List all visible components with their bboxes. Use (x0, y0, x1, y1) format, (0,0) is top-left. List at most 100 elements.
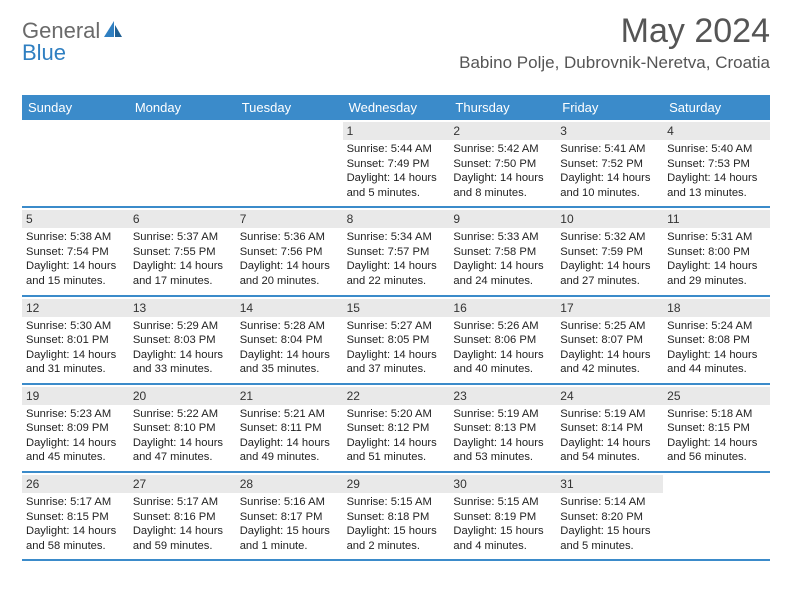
day-day2: and 49 minutes. (240, 450, 339, 465)
day-cell: 2Sunrise: 5:42 AMSunset: 7:50 PMDaylight… (449, 120, 556, 206)
day-day1: Daylight: 14 hours (347, 171, 446, 186)
day-sunrise: Sunrise: 5:22 AM (133, 407, 232, 422)
day-day2: and 42 minutes. (560, 362, 659, 377)
day-sunset: Sunset: 8:19 PM (453, 510, 552, 525)
day-sunrise: Sunrise: 5:36 AM (240, 230, 339, 245)
day-number: 26 (22, 475, 129, 493)
day-sunrise: Sunrise: 5:37 AM (133, 230, 232, 245)
day-number: 12 (22, 299, 129, 317)
day-day1: Daylight: 14 hours (560, 348, 659, 363)
day-day1: Daylight: 14 hours (667, 348, 766, 363)
day-sunset: Sunset: 8:18 PM (347, 510, 446, 525)
day-number: 28 (236, 475, 343, 493)
day-number: 13 (129, 299, 236, 317)
day-day1: Daylight: 14 hours (240, 259, 339, 274)
day-sunset: Sunset: 8:20 PM (560, 510, 659, 525)
day-number: 11 (663, 210, 770, 228)
day-sunset: Sunset: 8:07 PM (560, 333, 659, 348)
day-number: 16 (449, 299, 556, 317)
day-day2: and 53 minutes. (453, 450, 552, 465)
day-sunrise: Sunrise: 5:41 AM (560, 142, 659, 157)
day-sunset: Sunset: 7:59 PM (560, 245, 659, 260)
day-sunrise: Sunrise: 5:19 AM (560, 407, 659, 422)
weekday-header: Saturday (663, 95, 770, 120)
day-number: 18 (663, 299, 770, 317)
calendar: SundayMondayTuesdayWednesdayThursdayFrid… (22, 95, 770, 561)
day-day2: and 13 minutes. (667, 186, 766, 201)
day-sunrise: Sunrise: 5:24 AM (667, 319, 766, 334)
day-cell: 10Sunrise: 5:32 AMSunset: 7:59 PMDayligh… (556, 208, 663, 294)
day-sunrise: Sunrise: 5:21 AM (240, 407, 339, 422)
day-cell (22, 120, 129, 206)
day-sunset: Sunset: 7:54 PM (26, 245, 125, 260)
day-day2: and 5 minutes. (347, 186, 446, 201)
day-sunrise: Sunrise: 5:32 AM (560, 230, 659, 245)
day-number: 29 (343, 475, 450, 493)
day-sunset: Sunset: 8:15 PM (26, 510, 125, 525)
day-sunset: Sunset: 8:15 PM (667, 421, 766, 436)
day-cell: 12Sunrise: 5:30 AMSunset: 8:01 PMDayligh… (22, 297, 129, 383)
day-day2: and 40 minutes. (453, 362, 552, 377)
day-day2: and 8 minutes. (453, 186, 552, 201)
day-day1: Daylight: 14 hours (347, 348, 446, 363)
day-cell: 19Sunrise: 5:23 AMSunset: 8:09 PMDayligh… (22, 385, 129, 471)
day-day1: Daylight: 14 hours (453, 348, 552, 363)
day-sunrise: Sunrise: 5:34 AM (347, 230, 446, 245)
day-number: 22 (343, 387, 450, 405)
day-day1: Daylight: 14 hours (347, 436, 446, 451)
day-day2: and 17 minutes. (133, 274, 232, 289)
day-day1: Daylight: 14 hours (560, 436, 659, 451)
day-cell: 30Sunrise: 5:15 AMSunset: 8:19 PMDayligh… (449, 473, 556, 559)
day-number: 3 (556, 122, 663, 140)
day-day1: Daylight: 14 hours (453, 171, 552, 186)
day-cell: 9Sunrise: 5:33 AMSunset: 7:58 PMDaylight… (449, 208, 556, 294)
day-sunset: Sunset: 8:10 PM (133, 421, 232, 436)
day-day1: Daylight: 14 hours (26, 524, 125, 539)
day-cell: 22 Sunrise: 5:20 AMSunset: 8:12 PMDayligh… (343, 385, 450, 471)
day-cell: 8Sunrise: 5:34 AMSunset: 7:57 PMDaylight… (343, 208, 450, 294)
day-number: 27 (129, 475, 236, 493)
day-sunrise: Sunrise: 5:17 AM (26, 495, 125, 510)
day-sunset: Sunset: 8:12 PM (347, 421, 446, 436)
day-sunrise: Sunrise: 5:31 AM (667, 230, 766, 245)
day-sunset: Sunset: 8:06 PM (453, 333, 552, 348)
weeks-container: 1Sunrise: 5:44 AMSunset: 7:49 PMDaylight… (22, 120, 770, 561)
day-sunset: Sunset: 8:16 PM (133, 510, 232, 525)
weekday-header: Friday (556, 95, 663, 120)
day-number: 14 (236, 299, 343, 317)
day-sunset: Sunset: 8:09 PM (26, 421, 125, 436)
day-sunrise: Sunrise: 5:40 AM (667, 142, 766, 157)
day-number: 30 (449, 475, 556, 493)
day-cell: 23Sunrise: 5:19 AMSunset: 8:13 PMDayligh… (449, 385, 556, 471)
day-day1: Daylight: 14 hours (347, 259, 446, 274)
day-number: 7 (236, 210, 343, 228)
day-day2: and 33 minutes. (133, 362, 232, 377)
day-day2: and 15 minutes. (26, 274, 125, 289)
day-number: 6 (129, 210, 236, 228)
day-day1: Daylight: 14 hours (26, 259, 125, 274)
weekday-header: Thursday (449, 95, 556, 120)
day-sunrise: Sunrise: 5:20 AM (347, 407, 446, 422)
day-day2: and 27 minutes. (560, 274, 659, 289)
day-sunrise: Sunrise: 5:14 AM (560, 495, 659, 510)
day-number: 21 (236, 387, 343, 405)
logo-text-blue: Blue (22, 40, 66, 65)
day-cell: 21Sunrise: 5:21 AMSunset: 8:11 PMDayligh… (236, 385, 343, 471)
day-sunrise: Sunrise: 5:17 AM (133, 495, 232, 510)
day-sunrise: Sunrise: 5:26 AM (453, 319, 552, 334)
day-sunrise: Sunrise: 5:33 AM (453, 230, 552, 245)
day-day2: and 20 minutes. (240, 274, 339, 289)
day-cell: 28Sunrise: 5:16 AMSunset: 8:17 PMDayligh… (236, 473, 343, 559)
day-day2: and 54 minutes. (560, 450, 659, 465)
day-day1: Daylight: 14 hours (560, 171, 659, 186)
day-day1: Daylight: 14 hours (240, 348, 339, 363)
day-cell: 7Sunrise: 5:36 AMSunset: 7:56 PMDaylight… (236, 208, 343, 294)
day-sunrise: Sunrise: 5:30 AM (26, 319, 125, 334)
day-sunset: Sunset: 8:11 PM (240, 421, 339, 436)
day-day1: Daylight: 15 hours (347, 524, 446, 539)
day-cell (663, 473, 770, 559)
weekday-header: Sunday (22, 95, 129, 120)
day-day2: and 37 minutes. (347, 362, 446, 377)
day-sunrise: Sunrise: 5:16 AM (240, 495, 339, 510)
weekday-header: Wednesday (343, 95, 450, 120)
